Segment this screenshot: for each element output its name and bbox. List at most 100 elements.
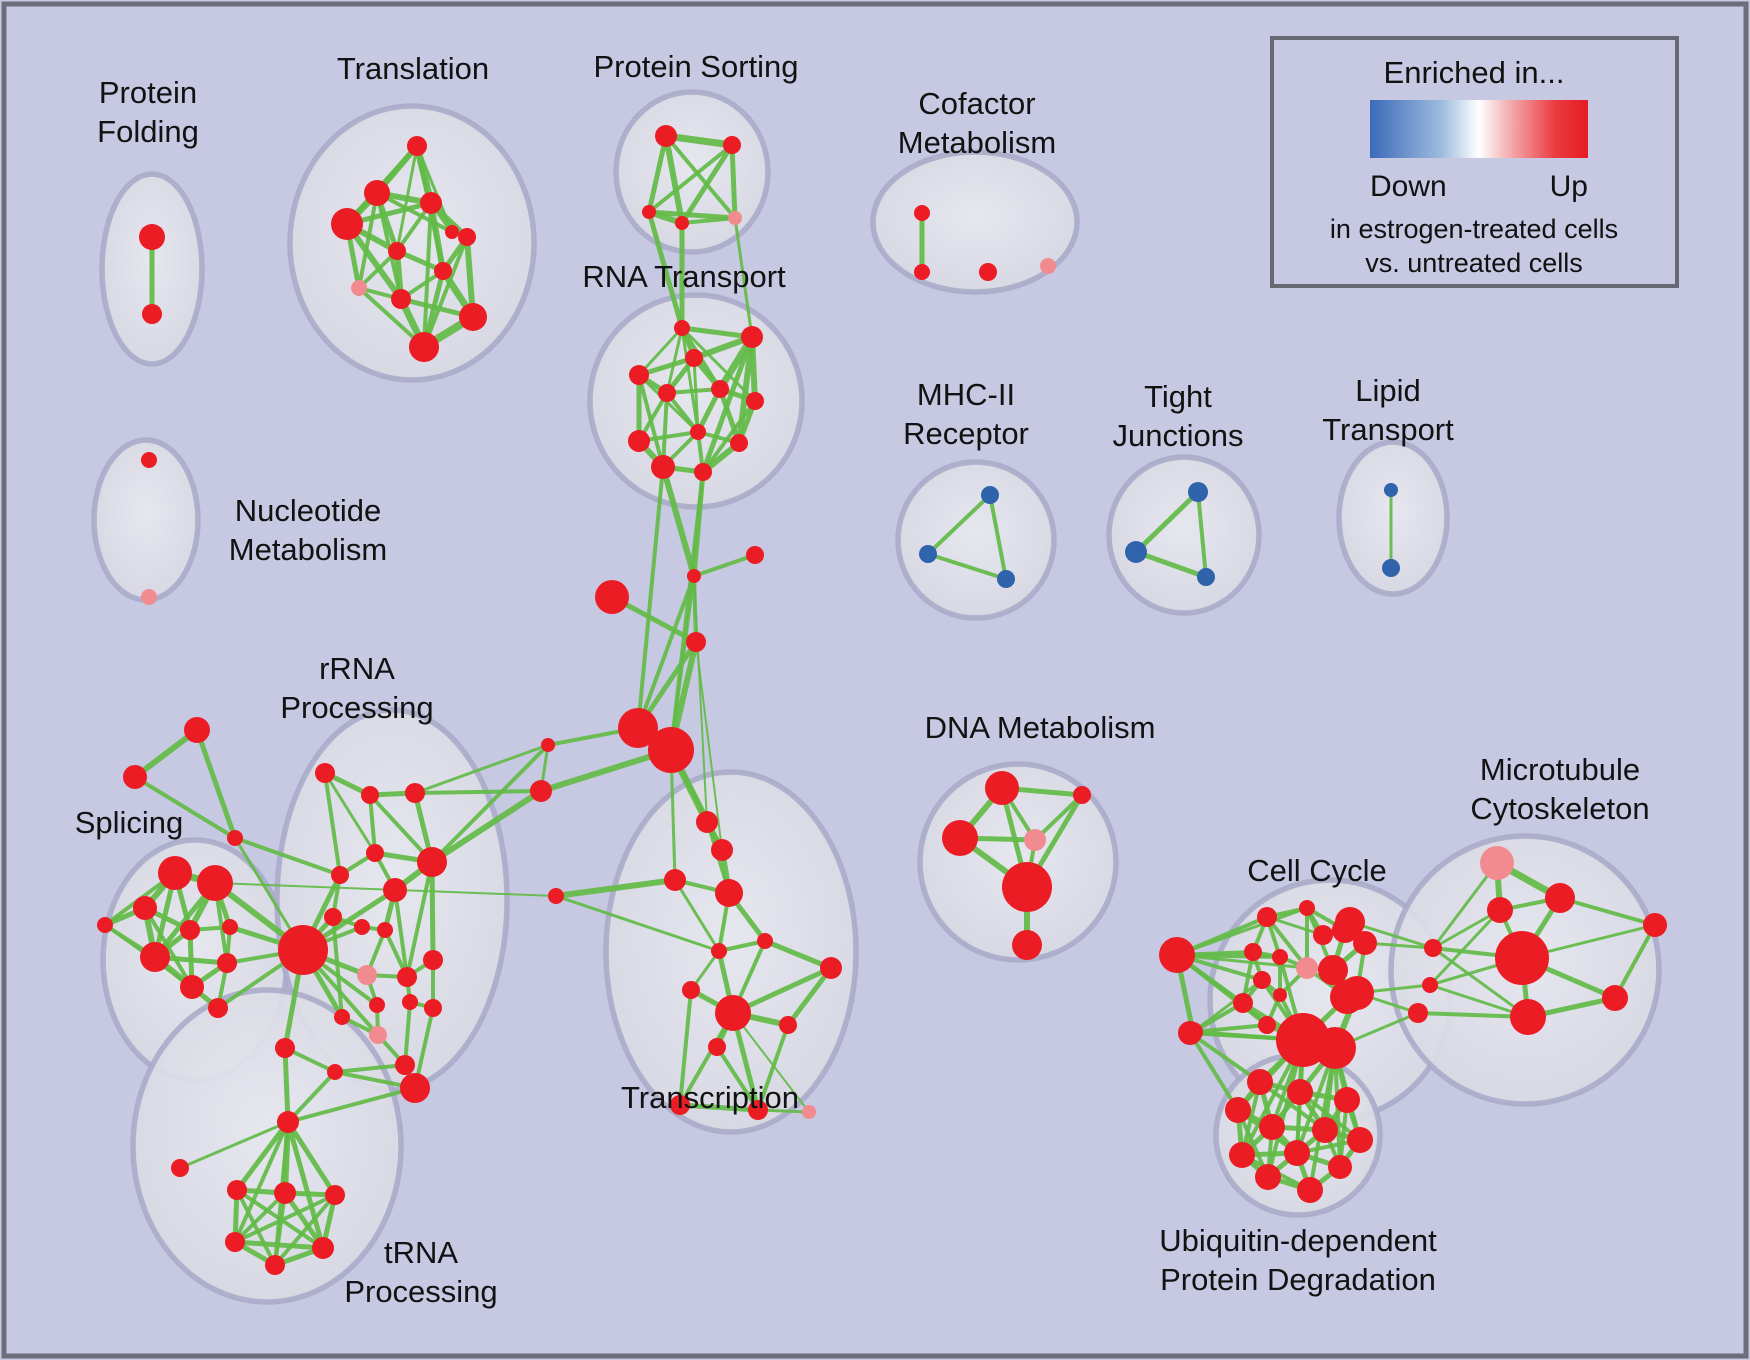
overlap-edge <box>1613 924 1657 999</box>
gene-set-node-weak-up <box>1296 957 1318 979</box>
gene-set-node-up <box>530 780 552 802</box>
gene-set-node-up <box>1229 1142 1255 1168</box>
overlap-edge <box>334 1063 406 1074</box>
gene-set-node-down <box>1188 482 1208 502</box>
overlap-edge <box>732 1012 810 1113</box>
cluster-label-translation: Translation <box>337 51 489 86</box>
gene-set-node-up <box>686 632 706 652</box>
gene-set-node-up <box>391 289 411 309</box>
overlap-edge <box>1432 946 1529 1019</box>
overlap-edge <box>764 938 832 971</box>
gene-set-node-up <box>1353 931 1377 955</box>
overlap-edge <box>673 879 721 952</box>
overlap-edge <box>729 144 738 219</box>
gene-set-node-up <box>312 1237 334 1259</box>
cluster-ellipse-protein-sorting <box>613 89 771 255</box>
gene-set-node-up <box>979 263 997 281</box>
overlap-edge <box>555 894 720 953</box>
overlap-edge <box>1192 1023 1268 1034</box>
gene-set-node-up <box>711 839 733 861</box>
overlap-edge <box>637 326 684 377</box>
cluster-label-protein-folding: Folding <box>97 114 199 149</box>
cluster-label-ubiquitin-dependent-protein-degradation: Protein Degradation <box>1160 1262 1436 1297</box>
gene-set-node-up <box>779 1016 797 1034</box>
gene-set-node-up <box>715 995 751 1031</box>
overlap-edge <box>1188 1031 1262 1084</box>
gene-set-node-down <box>997 570 1015 588</box>
gene-set-node-up <box>197 865 233 901</box>
gene-set-node-up <box>1259 1114 1285 1140</box>
overlap-edge <box>665 327 684 394</box>
cluster-ellipse-mhc-ii-receptor <box>895 459 1057 621</box>
gene-set-node-up <box>1487 897 1513 923</box>
gene-set-node-up <box>1297 1177 1323 1203</box>
overlap-edge <box>636 466 665 729</box>
gene-set-node-up <box>723 136 741 154</box>
cluster-label-nucleotide-metabolism: Metabolism <box>229 532 388 567</box>
gene-set-node-up <box>445 225 459 239</box>
gene-set-node-up <box>942 820 978 856</box>
legend-up-label: Up <box>1550 170 1588 203</box>
gene-set-node-up <box>409 332 439 362</box>
gene-set-node-up <box>914 264 930 280</box>
overlap-edge <box>786 966 833 1027</box>
overlap-edge <box>1188 1031 1240 1112</box>
gene-set-node-up <box>361 786 379 804</box>
label-layer: Protein Folding Translation Protein Sorting… <box>75 49 1650 1309</box>
gene-set-node-up <box>1545 883 1575 913</box>
legend-gradient-bar <box>1370 100 1588 158</box>
gene-set-node-weak-up <box>357 965 377 985</box>
overlap-edge <box>430 788 543 865</box>
gene-set-node-up <box>1347 1127 1373 1153</box>
cluster-ellipse-tight-junctions <box>1106 454 1262 616</box>
cluster-label-transcription: Transcription <box>621 1080 799 1115</box>
overlap-edge <box>1134 490 1200 554</box>
gene-set-node-up <box>158 856 192 890</box>
cluster-label-nucleotide-metabolism: Nucleotide <box>235 493 381 528</box>
overlap-edge <box>1417 1011 1529 1019</box>
gene-set-node-up <box>388 242 406 260</box>
cluster-ellipse-lipid-transport <box>1336 439 1450 597</box>
gene-set-node-up <box>595 580 629 614</box>
overlap-edge <box>756 1024 790 1111</box>
gene-set-node-up <box>708 1038 726 1056</box>
gene-set-node-up <box>1244 943 1262 961</box>
legend-subline-2: vs. untreated cells <box>1365 248 1583 278</box>
overlap-edge <box>235 1120 290 1192</box>
gene-set-node-weak-up <box>141 589 157 605</box>
gene-set-node-up <box>1602 985 1628 1011</box>
gene-set-node-down <box>1125 541 1147 563</box>
gene-set-node-up <box>395 1055 415 1075</box>
gene-set-node-up <box>1312 1117 1338 1143</box>
gene-set-node-up <box>377 922 393 938</box>
gene-set-node-up <box>1255 1164 1281 1190</box>
overlap-edge <box>234 836 341 877</box>
overlap-edge <box>414 743 549 795</box>
gene-set-node-weak-up <box>369 1026 387 1044</box>
gene-set-node-up <box>628 430 650 452</box>
gene-set-node-up <box>1334 1087 1360 1113</box>
overlap-edge <box>285 1121 326 1249</box>
gene-set-node-up <box>133 896 157 920</box>
overlap-edge <box>273 1193 337 1267</box>
overlap-edge <box>194 729 238 839</box>
cluster-label-tight-junctions: Junctions <box>1113 418 1244 453</box>
gene-set-node-up <box>222 919 238 935</box>
gene-set-node-up <box>1253 971 1271 989</box>
overlap-edge <box>679 1102 759 1113</box>
overlap-edge <box>681 216 736 225</box>
gene-set-node-up <box>1424 939 1442 957</box>
cluster-label-lipid-transport: Transport <box>1322 412 1454 447</box>
gene-set-node-up <box>651 455 675 479</box>
overlap-edge <box>368 794 377 854</box>
gene-set-node-weak-up <box>1024 829 1046 851</box>
gene-set-node-up <box>423 950 443 970</box>
gene-set-node-up <box>985 771 1019 805</box>
overlap-edge <box>323 772 377 854</box>
cluster-label-rna-transport: RNA Transport <box>582 259 786 294</box>
gene-set-node-up <box>757 933 773 949</box>
gene-set-node-up <box>696 811 718 833</box>
gene-set-node-up <box>670 1095 690 1115</box>
cluster-ellipse-dna-metabolism <box>917 761 1119 963</box>
gene-set-node-up <box>694 463 712 481</box>
